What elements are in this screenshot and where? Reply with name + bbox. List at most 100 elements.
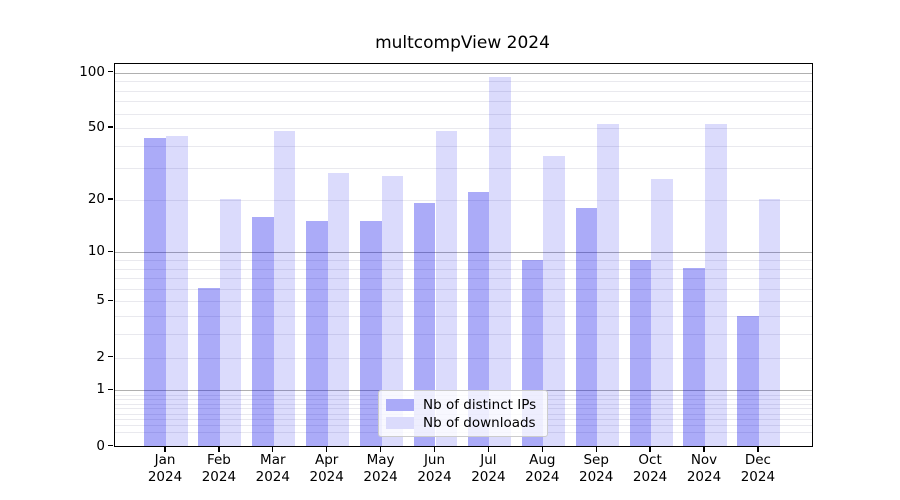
year-label: 2024 — [309, 468, 344, 485]
legend-item: Nb of downloads — [386, 414, 539, 432]
x-tick-label-jun: Jun 2024 — [403, 452, 467, 485]
y-tick-mark — [108, 70, 113, 73]
month-label: Feb — [206, 452, 231, 468]
x-tick-label-oct: Oct 2024 — [618, 452, 682, 485]
x-tick-label-jul: Jul 2024 — [456, 452, 520, 485]
bar-downloads-oct — [651, 179, 673, 446]
legend-swatch — [386, 399, 414, 411]
minor-gridline — [115, 357, 812, 359]
year-label: 2024 — [632, 468, 668, 485]
x-tick-label-dec: Dec 2024 — [726, 452, 790, 485]
bar-ips-apr — [306, 221, 328, 446]
year-label: 2024 — [147, 468, 183, 485]
legend: Nb of distinct IPs Nb of downloads — [378, 390, 548, 437]
month-label: Mar — [260, 452, 286, 468]
year-label: 2024 — [201, 468, 237, 485]
bar-ips-jun — [413, 203, 436, 446]
minor-gridline — [115, 90, 812, 92]
bar-ips-sep — [575, 207, 598, 446]
x-tick-mark — [326, 446, 328, 452]
year-label: 2024 — [363, 468, 398, 485]
x-tick-mark — [703, 446, 705, 452]
bar-downloads-jun — [435, 130, 458, 446]
year-label: 2024 — [255, 468, 290, 485]
minor-gridline — [115, 128, 812, 130]
bar-downloads-nov — [705, 124, 727, 446]
y-tick-mark — [108, 126, 113, 128]
minor-gridline — [115, 278, 812, 280]
bar-ips-may — [360, 221, 382, 446]
x-tick-label-sep: Sep 2024 — [564, 452, 628, 485]
minor-gridline — [115, 81, 812, 83]
x-tick-label-nov: Nov 2024 — [672, 452, 736, 485]
y-tick-label: 5 — [96, 292, 105, 309]
legend-label: Nb of distinct IPs — [423, 397, 537, 413]
y-tick-label: 2 — [96, 348, 105, 365]
minor-gridline — [115, 113, 812, 115]
minor-gridline — [115, 145, 812, 147]
y-tick-label: 50 — [87, 119, 105, 136]
year-label: 2024 — [579, 468, 614, 485]
x-tick-label-feb: Feb 2024 — [187, 452, 251, 485]
x-tick-mark — [379, 446, 382, 452]
y-tick-mark — [108, 198, 113, 200]
year-label: 2024 — [417, 468, 452, 485]
bar-ips-mar — [252, 216, 274, 446]
month-label: Sep — [583, 452, 609, 468]
x-tick-label-apr: Apr 2024 — [295, 452, 359, 485]
x-tick-mark — [272, 446, 274, 452]
bar-downloads-jan — [166, 135, 188, 446]
x-tick-label-aug: Aug 2024 — [510, 452, 574, 485]
x-tick-label-may: May 2024 — [349, 452, 413, 485]
x-tick-mark — [541, 446, 543, 452]
bar-downloads-feb — [219, 199, 242, 446]
major-gridline — [115, 72, 812, 74]
y-tick-label: 10 — [87, 243, 105, 260]
y-tick-label: 1 — [96, 381, 105, 398]
month-label: Nov — [690, 452, 718, 468]
minor-gridline — [115, 168, 812, 170]
bar-downloads-dec — [758, 199, 781, 446]
month-label: May — [366, 452, 395, 468]
x-tick-mark — [649, 446, 651, 452]
minor-gridline — [115, 301, 812, 303]
bar-downloads-mar — [273, 130, 296, 446]
y-tick-mark — [108, 299, 113, 302]
bar-downloads-aug — [543, 155, 565, 446]
y-tick-label: 100 — [79, 63, 105, 80]
bar-downloads-sep — [597, 124, 619, 446]
bar-downloads-may — [381, 176, 404, 446]
x-tick-mark — [487, 446, 490, 452]
month-label: Aug — [529, 452, 556, 468]
plot-area: Nb of distinct IPs Nb of downloads — [114, 63, 813, 447]
bar-ips-oct — [629, 259, 652, 446]
y-tick-label: 20 — [87, 190, 105, 207]
minor-gridline — [115, 334, 812, 336]
y-tick-mark — [108, 355, 113, 358]
chart-title: multcompView 2024 — [375, 33, 550, 53]
y-tick-mark — [108, 250, 113, 252]
legend-label: Nb of downloads — [423, 415, 536, 431]
bar-downloads-jul — [489, 77, 511, 446]
minor-gridline — [115, 288, 812, 290]
minor-gridline — [115, 101, 812, 103]
year-label: 2024 — [525, 468, 560, 485]
x-tick-mark — [164, 446, 166, 452]
legend-item: Nb of distinct IPs — [386, 396, 539, 414]
minor-gridline — [115, 268, 812, 270]
minor-gridline — [115, 199, 812, 201]
x-tick-mark — [218, 446, 220, 452]
bar-ips-feb — [198, 288, 220, 446]
minor-gridline — [115, 259, 812, 261]
y-tick-label: 0 — [96, 437, 105, 454]
legend-swatch — [386, 417, 414, 429]
month-label: Jan — [154, 452, 176, 468]
major-gridline — [115, 252, 812, 254]
y-tick-mark — [108, 388, 113, 391]
month-label: Jul — [480, 452, 497, 468]
x-tick-mark — [595, 446, 597, 452]
x-tick-mark — [757, 446, 759, 452]
month-label: Dec — [744, 452, 771, 468]
bar-ips-jul — [467, 192, 490, 446]
